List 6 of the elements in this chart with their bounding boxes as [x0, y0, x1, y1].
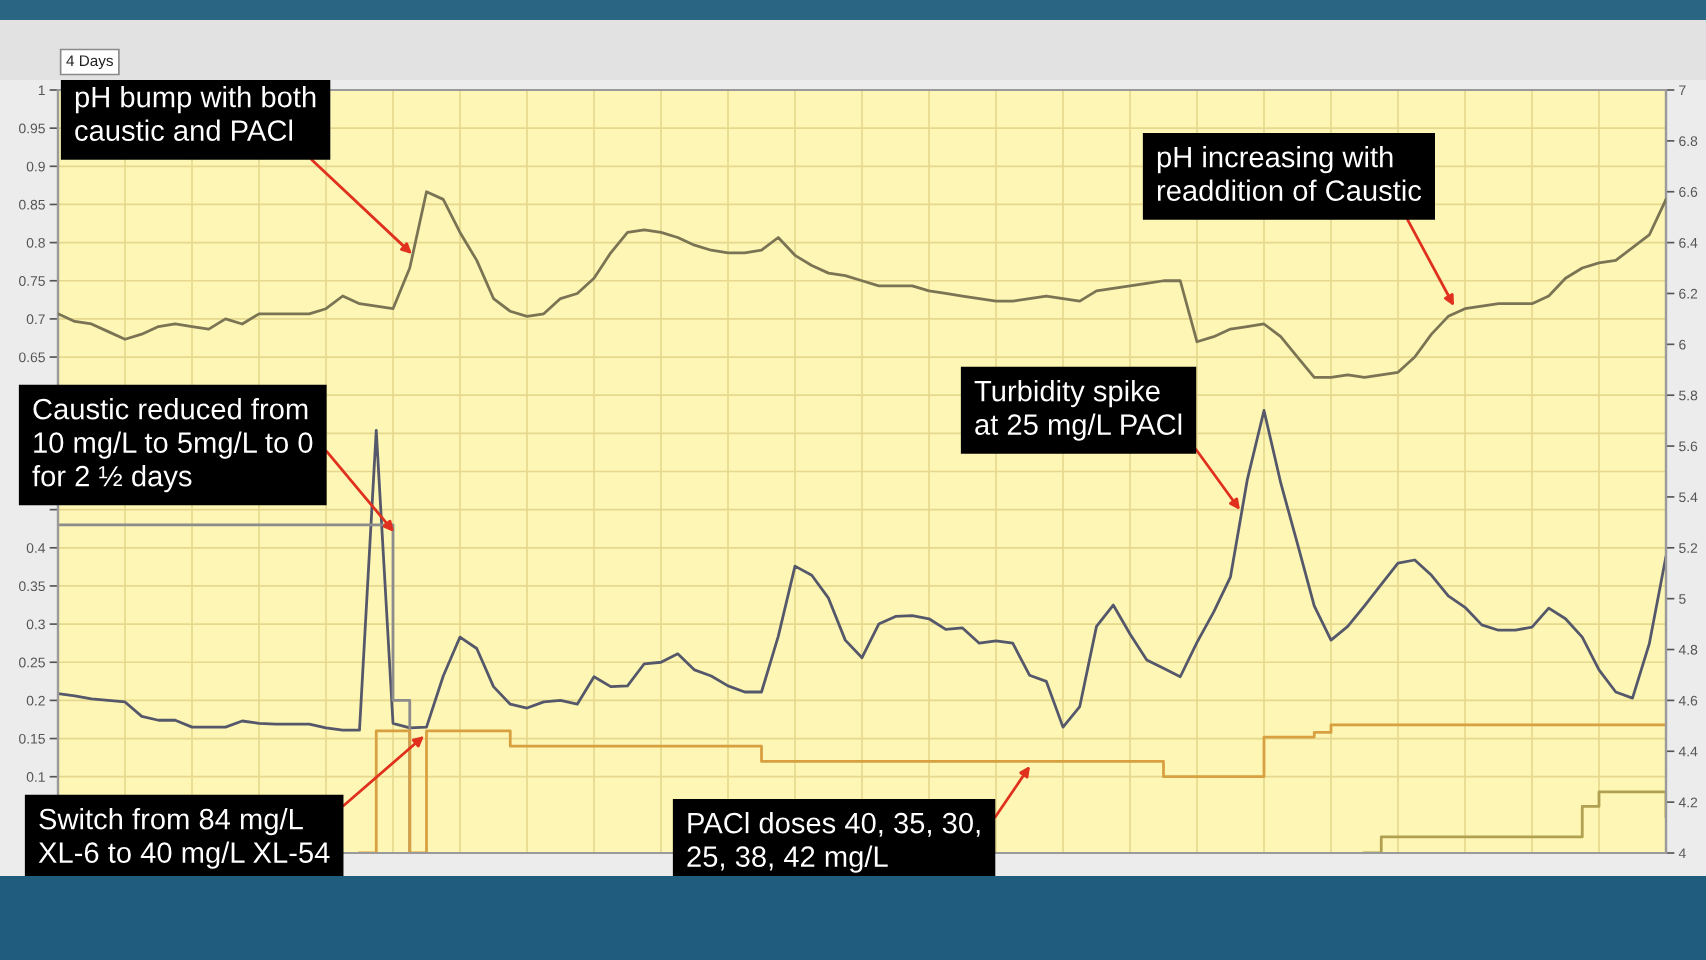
annotation: Switch from 84 mg/L XL-6 to 40 mg/L XL-54 [38, 808, 330, 869]
annotation: pH bump with both caustic and PACl [75, 86, 316, 141]
annotation: Caustic reduced from 10 mg/L to 5mg/L to 0 for 2 ½ days [32, 398, 313, 493]
annotation: PACl doses 40, 35, 30, 25, 38, 42 mg/L [687, 812, 980, 873]
annotation: Turbidity spike at 25 mg/L PACl [974, 380, 1182, 441]
annotation: pH increasing with readdition of Caustic [1157, 146, 1422, 201]
